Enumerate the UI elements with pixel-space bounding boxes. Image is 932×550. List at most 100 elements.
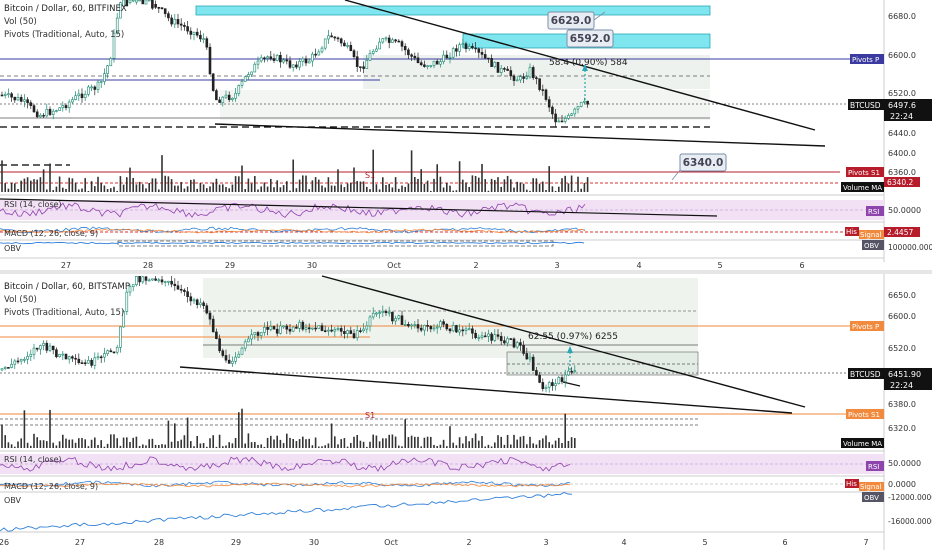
candle-body <box>240 347 244 355</box>
volume-bar <box>398 188 400 192</box>
candle-body <box>477 337 481 339</box>
volume-bar <box>529 190 531 192</box>
candle-body <box>45 342 49 351</box>
candle-body <box>55 349 58 358</box>
volume-bar <box>151 438 154 448</box>
bottom-macd-label: MACD (12, 26, close, 9) <box>4 482 98 491</box>
candle-body <box>147 0 151 2</box>
candle-body <box>407 49 410 56</box>
candle-body <box>295 64 298 68</box>
candle-body <box>154 278 157 281</box>
volume-bar <box>33 433 35 448</box>
candle-body <box>263 327 266 333</box>
candle-body <box>359 66 362 68</box>
svg-text:-12000.0000: -12000.0000 <box>888 493 932 502</box>
candle-body <box>240 81 244 86</box>
candle-body <box>419 327 423 331</box>
volume-bar <box>148 182 150 192</box>
candle-body <box>71 356 74 359</box>
volume-bar <box>52 442 54 448</box>
candle-body <box>64 105 68 109</box>
candle-body <box>416 324 420 329</box>
svg-text:Pivots S1: Pivots S1 <box>848 411 880 419</box>
candle-body <box>160 7 164 9</box>
candle-body <box>343 331 346 334</box>
candle-body <box>429 65 433 67</box>
candle-body <box>512 75 516 81</box>
candle-body <box>448 56 452 59</box>
volume-bar <box>462 443 464 448</box>
volume-bar <box>362 441 365 448</box>
volume-bar <box>14 446 16 448</box>
volume-bar <box>206 446 208 448</box>
volume-bar <box>247 433 250 448</box>
volume-bar <box>378 189 381 192</box>
volume-bar <box>305 175 307 192</box>
volume-bar <box>129 442 131 448</box>
volume-bar <box>350 442 352 448</box>
candle-body <box>528 356 532 360</box>
candle-body <box>202 302 205 307</box>
candle-body <box>467 328 471 331</box>
volume-bar <box>183 188 186 192</box>
volume-bar <box>474 176 477 192</box>
candle-body <box>531 356 535 371</box>
candle-body <box>455 48 458 52</box>
volume-bar <box>17 441 19 448</box>
volume-bar <box>36 437 38 448</box>
candle-body <box>557 377 561 384</box>
volume-bar <box>26 442 29 448</box>
svg-text:BTCUSD: BTCUSD <box>850 101 881 110</box>
candle-body <box>192 31 196 35</box>
bottom-chart: 62.55 (0.97%) 6255 S1 Bitcoin / Dollar, … <box>0 274 932 550</box>
candle-body <box>541 382 545 389</box>
date-tick: Oct <box>384 538 398 547</box>
top-rsi-line <box>0 202 586 218</box>
svg-text:Signal: Signal <box>860 483 882 491</box>
candle-body <box>371 50 375 54</box>
volume-bar <box>318 179 320 192</box>
volume-bar <box>382 438 384 448</box>
candle-body <box>23 358 26 361</box>
candle-body <box>535 370 538 376</box>
candle-body <box>448 328 452 332</box>
volume-bar <box>270 178 272 192</box>
candle-body <box>151 0 154 9</box>
candle-body <box>29 102 33 106</box>
top-rsi-badge: RSI <box>866 206 884 216</box>
candle-body <box>311 327 314 330</box>
top-upper-trendline <box>344 0 816 131</box>
volume-bar <box>209 438 211 448</box>
volume-bar <box>292 439 294 448</box>
bottom-pivots-label: Pivots (Traditional, Auto, 15) <box>4 308 124 318</box>
volume-bar <box>350 182 352 192</box>
candle-body <box>576 106 580 110</box>
candle-body <box>416 57 420 63</box>
volume-bar <box>289 437 291 448</box>
date-tick: 30 <box>309 538 319 547</box>
candle-body <box>26 356 29 360</box>
volume-bar <box>554 190 557 192</box>
volume-bar <box>113 186 115 192</box>
volume-bar <box>359 440 362 448</box>
volume-bar <box>81 188 83 192</box>
volume-bar <box>49 409 51 448</box>
bottom-pivot-s1-badge: Pivots S1 <box>846 409 884 419</box>
candle-body <box>71 99 74 103</box>
volume-bar <box>241 408 243 448</box>
volume-bar <box>426 436 429 448</box>
volume-bar <box>78 438 80 448</box>
volume-bar <box>286 181 288 192</box>
candle-body <box>435 326 439 329</box>
candle-body <box>224 355 228 361</box>
svg-text:22:24: 22:24 <box>890 112 913 121</box>
volume-bar <box>545 190 547 192</box>
volume-bar <box>586 177 589 192</box>
candle-body <box>384 311 388 314</box>
svg-text:RSI: RSI <box>868 463 879 471</box>
candle-body <box>10 93 13 98</box>
volume-bar <box>535 444 538 448</box>
candle-body <box>397 315 401 319</box>
volume-bar <box>535 178 538 192</box>
volume-bar <box>330 423 333 448</box>
